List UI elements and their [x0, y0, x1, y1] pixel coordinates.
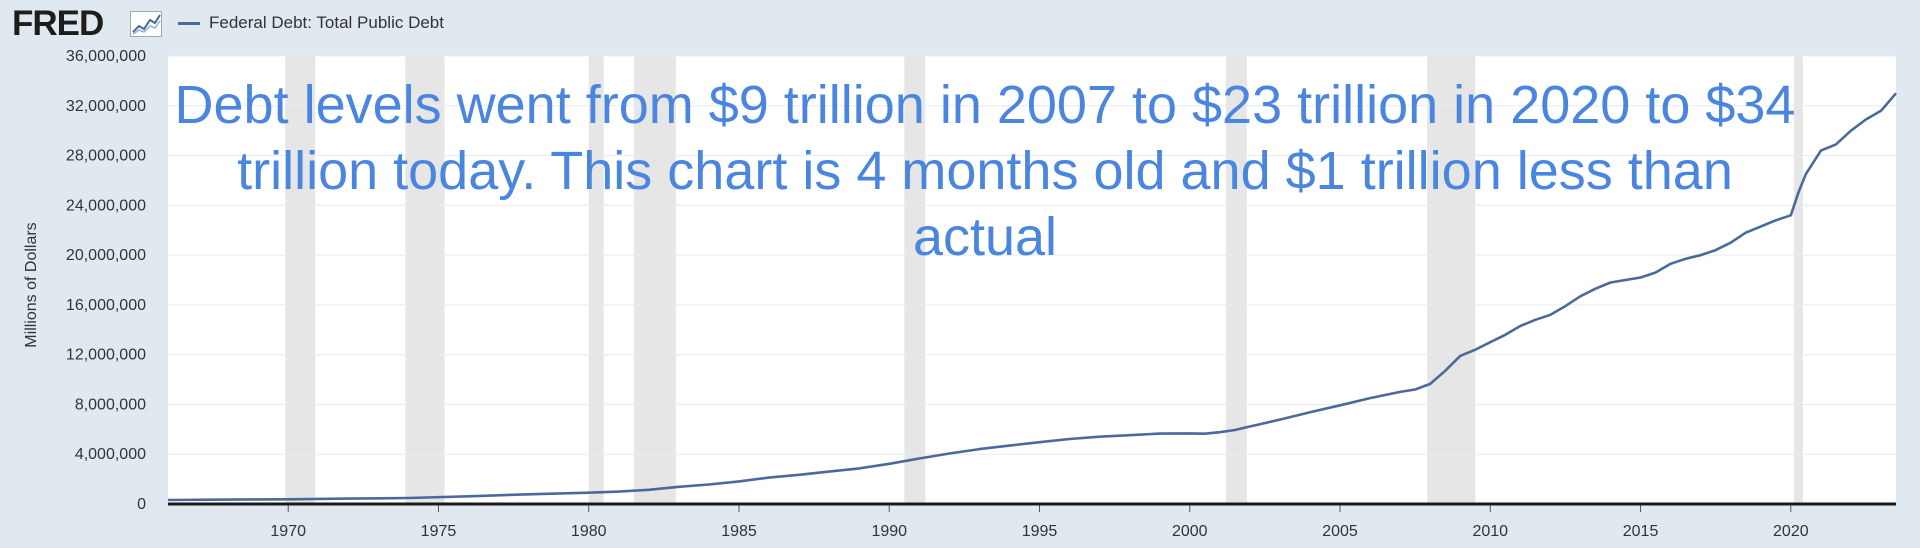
- x-tick-label: 1970: [270, 523, 306, 540]
- x-tick-label: 1990: [871, 523, 907, 540]
- recession-bands: [285, 56, 1803, 504]
- x-tick-label: 2020: [1773, 523, 1809, 540]
- x-tick-label: 2005: [1322, 523, 1358, 540]
- y-tick-label: 28,000,000: [66, 148, 146, 165]
- y-tick-label: 24,000,000: [66, 197, 146, 214]
- x-tick-label: 1985: [721, 523, 757, 540]
- y-tick-label: 4,000,000: [75, 446, 146, 463]
- y-tick-label: 16,000,000: [66, 297, 146, 314]
- y-tick-label: 12,000,000: [66, 347, 146, 364]
- recession-band-6: [1427, 56, 1476, 504]
- fred-logo[interactable]: FRED: [12, 4, 104, 43]
- legend-series-label: Federal Debt: Total Public Debt: [209, 13, 444, 32]
- plot-background: [168, 56, 1896, 504]
- x-tick-label: 1980: [571, 523, 607, 540]
- chart-line-icon: [130, 11, 162, 37]
- recession-band-0: [285, 56, 316, 504]
- chart-annotation: Debt levels went from $9 trillion in 200…: [174, 75, 1796, 267]
- recession-band-4: [904, 56, 926, 504]
- chart-legend: Federal Debt: Total Public Debt: [178, 12, 444, 34]
- recession-band-2: [588, 56, 604, 504]
- y-tick-label: 36,000,000: [66, 48, 146, 65]
- y-axis: 0 4,000,000 8,000,000 12,000,000 16,000,000 2…: [66, 48, 146, 513]
- y-axis-label: Millions of Dollars: [23, 222, 40, 347]
- gridlines: [168, 55, 1896, 455]
- series-line: [167, 92, 1897, 502]
- x-tick-label: 2010: [1472, 523, 1508, 540]
- x-tick-label: 2000: [1172, 523, 1208, 540]
- recession-band-3: [633, 56, 676, 504]
- x-tick-label: 1995: [1022, 523, 1058, 540]
- x-tick-label: 1975: [421, 523, 457, 540]
- chart-header: FRED Federal Debt: Total Public Debt: [0, 0, 1920, 48]
- recession-band-1: [405, 56, 445, 504]
- legend-swatch: [178, 21, 200, 25]
- y-tick-label: 20,000,000: [66, 247, 146, 264]
- y-tick-label: 8,000,000: [75, 396, 146, 413]
- y-tick-label: 32,000,000: [66, 98, 146, 115]
- y-tick-label: 0: [137, 496, 146, 513]
- x-axis: 1970 1975 1980 1985 1990 1995 2000 2005 2010 2015…: [270, 504, 1809, 540]
- recession-band-5: [1225, 56, 1247, 504]
- x-tick-label: 2015: [1623, 523, 1659, 540]
- recession-band-7: [1793, 56, 1803, 504]
